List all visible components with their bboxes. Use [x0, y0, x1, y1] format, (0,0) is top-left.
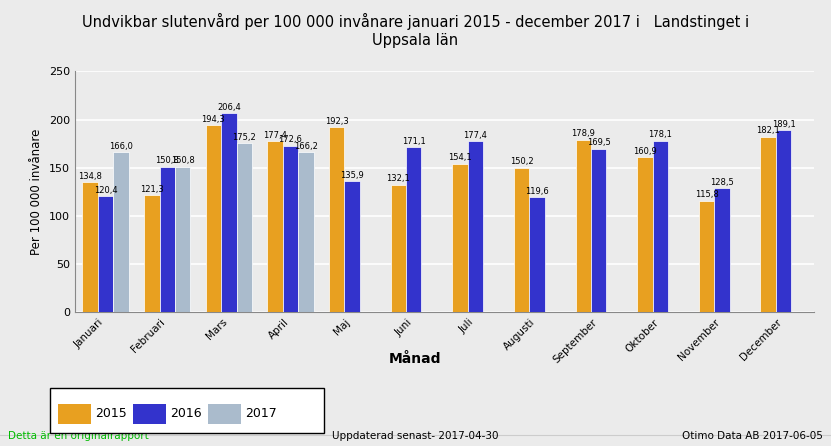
Text: 119,6: 119,6: [525, 186, 549, 195]
Text: Månad: Månad: [389, 352, 442, 366]
Bar: [329, 127, 344, 312]
Bar: [98, 196, 113, 312]
Text: 178,9: 178,9: [572, 129, 595, 138]
Bar: [221, 113, 237, 312]
Text: 132,1: 132,1: [386, 174, 411, 183]
Bar: [576, 140, 591, 312]
Text: 128,5: 128,5: [710, 178, 734, 187]
Bar: [144, 195, 160, 312]
Bar: [468, 141, 483, 312]
Bar: [298, 152, 313, 312]
Bar: [529, 197, 545, 312]
Text: 134,8: 134,8: [78, 172, 102, 181]
Text: 192,3: 192,3: [325, 116, 348, 125]
Text: 115,8: 115,8: [695, 190, 718, 199]
Text: 150,8: 150,8: [171, 157, 194, 165]
Bar: [591, 149, 607, 312]
Text: 206,4: 206,4: [217, 103, 241, 112]
Bar: [82, 182, 98, 312]
Bar: [699, 201, 714, 312]
Text: 177,4: 177,4: [263, 131, 287, 140]
Text: Uppdaterad senast- 2017-04-30: Uppdaterad senast- 2017-04-30: [332, 431, 499, 441]
Text: 175,2: 175,2: [233, 133, 256, 142]
Text: 194,3: 194,3: [202, 115, 225, 124]
Text: 171,1: 171,1: [402, 137, 425, 146]
Text: 2017: 2017: [245, 407, 277, 420]
Bar: [113, 152, 129, 312]
Text: 160,9: 160,9: [633, 147, 656, 156]
Bar: [714, 188, 730, 312]
Bar: [283, 146, 298, 312]
Text: 154,1: 154,1: [448, 153, 472, 162]
Text: 120,4: 120,4: [94, 186, 117, 195]
Bar: [452, 164, 468, 312]
Text: 178,1: 178,1: [648, 130, 672, 139]
Y-axis label: Per 100 000 invånare: Per 100 000 invånare: [30, 128, 43, 255]
Text: 2016: 2016: [170, 407, 202, 420]
Text: 169,5: 169,5: [587, 138, 611, 148]
Text: 121,3: 121,3: [140, 185, 164, 194]
Text: 135,9: 135,9: [340, 171, 364, 180]
Text: Undvikbar slutenvård per 100 000 invånare januari 2015 - december 2017 i   Lands: Undvikbar slutenvård per 100 000 invånar…: [82, 13, 749, 48]
Bar: [175, 167, 190, 312]
Text: 150,8: 150,8: [155, 157, 179, 165]
Bar: [206, 125, 221, 312]
Bar: [391, 185, 406, 312]
Bar: [637, 157, 652, 312]
Text: Otimo Data AB 2017-06-05: Otimo Data AB 2017-06-05: [681, 431, 823, 441]
Bar: [160, 167, 175, 312]
Text: 2015: 2015: [96, 407, 127, 420]
Text: 166,0: 166,0: [109, 142, 133, 151]
Bar: [760, 137, 776, 312]
Text: 166,2: 166,2: [294, 142, 317, 151]
Text: 189,1: 189,1: [772, 120, 795, 128]
Text: Detta är en originalrapport: Detta är en originalrapport: [8, 431, 149, 441]
Bar: [268, 141, 283, 312]
Bar: [776, 130, 791, 312]
Text: 182,1: 182,1: [756, 126, 780, 135]
Bar: [652, 140, 668, 312]
Text: 150,2: 150,2: [509, 157, 534, 166]
Bar: [344, 181, 360, 312]
Bar: [406, 147, 421, 312]
Bar: [237, 144, 252, 312]
Text: 177,4: 177,4: [464, 131, 487, 140]
Bar: [514, 168, 529, 312]
Text: 172,6: 172,6: [278, 136, 302, 145]
